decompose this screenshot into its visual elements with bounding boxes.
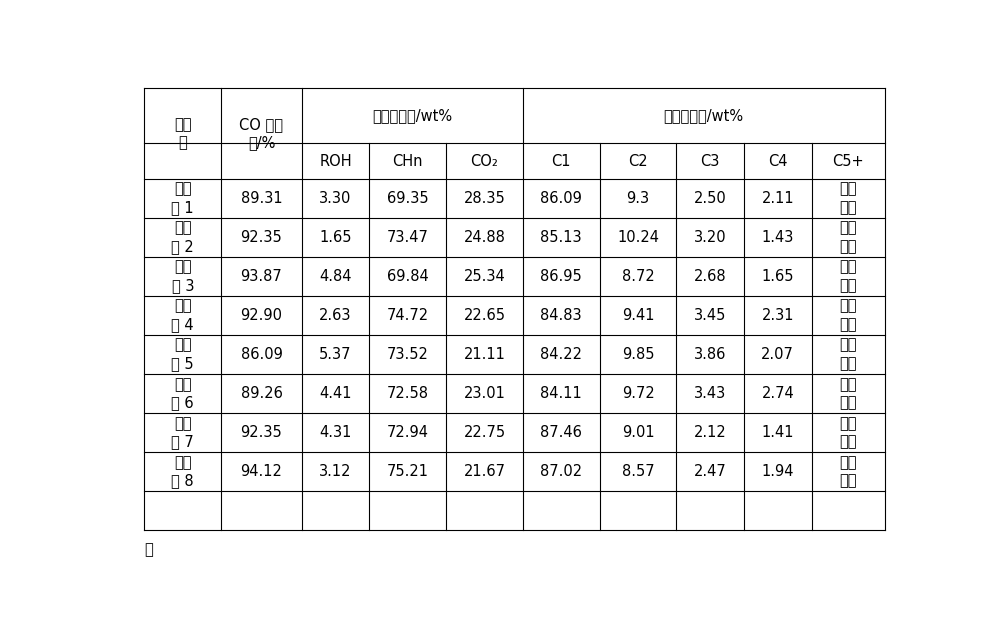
- Text: 22.75: 22.75: [463, 425, 506, 440]
- Text: 2.68: 2.68: [694, 269, 727, 284]
- Text: CHn: CHn: [392, 153, 423, 169]
- Text: 1.65: 1.65: [762, 269, 794, 284]
- Text: 74.72: 74.72: [387, 308, 429, 323]
- Text: 92.90: 92.90: [240, 308, 282, 323]
- Text: 8.57: 8.57: [622, 464, 654, 479]
- Text: 实施
例 6: 实施 例 6: [171, 376, 194, 410]
- Text: 89.31: 89.31: [241, 191, 282, 206]
- Text: 未检
测到: 未检 测到: [839, 376, 857, 410]
- Text: 实施
例 1: 实施 例 1: [171, 182, 194, 215]
- Text: 72.94: 72.94: [387, 425, 429, 440]
- Text: 实施
例 3: 实施 例 3: [172, 260, 194, 293]
- Text: 86.09: 86.09: [540, 191, 582, 206]
- Text: 84.11: 84.11: [540, 386, 582, 401]
- Text: 86.95: 86.95: [540, 269, 582, 284]
- Text: 2.12: 2.12: [694, 425, 727, 440]
- Text: 3.30: 3.30: [319, 191, 352, 206]
- Text: 2.11: 2.11: [761, 191, 794, 206]
- Text: 8.72: 8.72: [622, 269, 654, 284]
- Text: 未检
测到: 未检 测到: [839, 337, 857, 371]
- Text: 1.65: 1.65: [319, 230, 352, 245]
- Text: 未检
测到: 未检 测到: [839, 298, 857, 332]
- Text: C4: C4: [768, 153, 788, 169]
- Text: 73.47: 73.47: [387, 230, 429, 245]
- Text: 69.84: 69.84: [387, 269, 429, 284]
- Text: 3.12: 3.12: [319, 464, 352, 479]
- Text: 未检
测到: 未检 测到: [839, 455, 857, 488]
- Text: 24.88: 24.88: [464, 230, 505, 245]
- Text: 84.22: 84.22: [540, 347, 582, 362]
- Text: 未检
测到: 未检 测到: [839, 221, 857, 254]
- Text: C1: C1: [552, 153, 571, 169]
- Text: 92.35: 92.35: [241, 425, 282, 440]
- Text: 产物选择性/wt%: 产物选择性/wt%: [372, 108, 452, 124]
- Text: 3.86: 3.86: [694, 347, 726, 362]
- Text: 28.35: 28.35: [464, 191, 505, 206]
- Text: 3.20: 3.20: [694, 230, 727, 245]
- Text: 2.50: 2.50: [694, 191, 727, 206]
- Text: C3: C3: [701, 153, 720, 169]
- Text: 未检
测到: 未检 测到: [839, 260, 857, 293]
- Text: 72.58: 72.58: [387, 386, 429, 401]
- Text: 10.24: 10.24: [617, 230, 659, 245]
- Text: 86.09: 86.09: [241, 347, 282, 362]
- Text: 4.41: 4.41: [319, 386, 352, 401]
- Text: 1.41: 1.41: [762, 425, 794, 440]
- Text: C2: C2: [628, 153, 648, 169]
- Text: 4.31: 4.31: [319, 425, 352, 440]
- Text: 94.12: 94.12: [241, 464, 282, 479]
- Text: 1.94: 1.94: [762, 464, 794, 479]
- Text: 25.34: 25.34: [464, 269, 505, 284]
- Text: 3.43: 3.43: [694, 386, 726, 401]
- Text: 实施
例 7: 实施 例 7: [171, 416, 194, 449]
- Text: 未检
测到: 未检 测到: [839, 182, 857, 215]
- Text: 21.67: 21.67: [463, 464, 505, 479]
- Text: 75.21: 75.21: [387, 464, 429, 479]
- Text: 84.83: 84.83: [540, 308, 582, 323]
- Text: 9.3: 9.3: [626, 191, 650, 206]
- Text: 93.87: 93.87: [241, 269, 282, 284]
- Text: 9.85: 9.85: [622, 347, 654, 362]
- Text: 92.35: 92.35: [241, 230, 282, 245]
- Text: 2.31: 2.31: [762, 308, 794, 323]
- Text: 9.41: 9.41: [622, 308, 654, 323]
- Text: 2.74: 2.74: [761, 386, 794, 401]
- Text: 实施
例 4: 实施 例 4: [171, 298, 194, 332]
- Text: 73.52: 73.52: [387, 347, 429, 362]
- Text: 22.65: 22.65: [463, 308, 505, 323]
- Text: 5.37: 5.37: [319, 347, 352, 362]
- Text: 87.02: 87.02: [540, 464, 582, 479]
- Text: 1.43: 1.43: [762, 230, 794, 245]
- Text: 21.11: 21.11: [464, 347, 505, 362]
- Text: 85.13: 85.13: [540, 230, 582, 245]
- Text: ROH: ROH: [319, 153, 352, 169]
- Text: 2.47: 2.47: [694, 464, 727, 479]
- Text: 23.01: 23.01: [464, 386, 505, 401]
- Text: C5+: C5+: [832, 153, 864, 169]
- Text: 9.01: 9.01: [622, 425, 654, 440]
- Text: 2.63: 2.63: [319, 308, 352, 323]
- Text: 。: 。: [144, 542, 153, 557]
- Text: 实施
例: 实施 例: [174, 117, 192, 150]
- Text: 实施
例 2: 实施 例 2: [171, 221, 194, 254]
- Text: 9.72: 9.72: [622, 386, 654, 401]
- Text: 87.46: 87.46: [540, 425, 582, 440]
- Text: 4.84: 4.84: [319, 269, 352, 284]
- Text: 2.07: 2.07: [761, 347, 794, 362]
- Text: 实施
例 5: 实施 例 5: [171, 337, 194, 371]
- Text: CO₂: CO₂: [471, 153, 498, 169]
- Text: 产物烃分布/wt%: 产物烃分布/wt%: [664, 108, 744, 124]
- Text: 未检
测到: 未检 测到: [839, 416, 857, 449]
- Text: 实施
例 8: 实施 例 8: [171, 455, 194, 488]
- Text: 3.45: 3.45: [694, 308, 726, 323]
- Text: 89.26: 89.26: [241, 386, 282, 401]
- Text: CO 转化
率/%: CO 转化 率/%: [239, 117, 283, 150]
- Text: 69.35: 69.35: [387, 191, 429, 206]
